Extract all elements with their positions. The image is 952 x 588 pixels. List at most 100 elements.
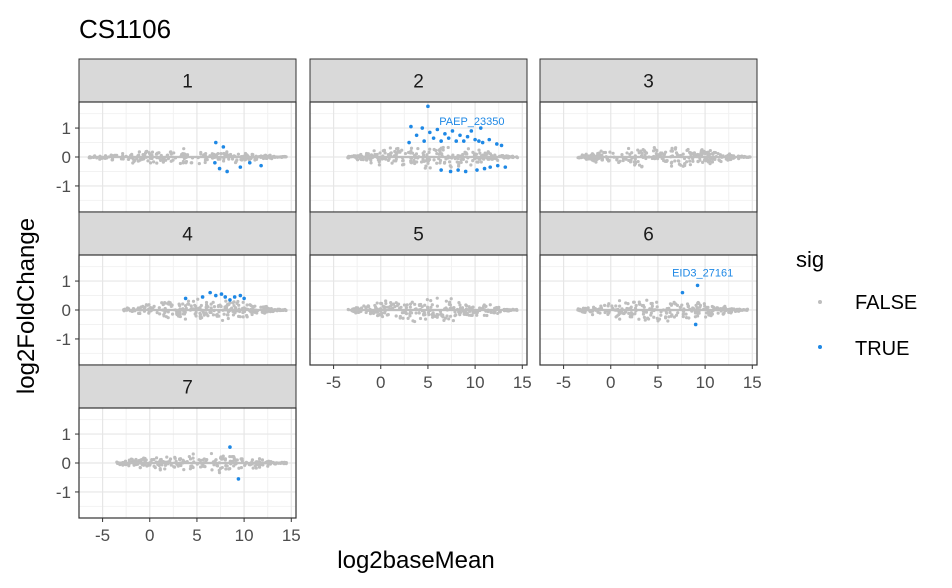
point-false <box>408 314 412 318</box>
point-true <box>475 168 479 172</box>
point-false <box>614 315 618 319</box>
point-false <box>707 312 711 316</box>
point-false <box>630 312 635 316</box>
point-false <box>172 465 176 469</box>
point-false <box>238 315 242 319</box>
x-tick-label: 0 <box>145 526 154 545</box>
point-false <box>181 159 185 164</box>
point-false <box>429 305 433 309</box>
point-false <box>222 312 226 316</box>
point-false <box>596 310 600 314</box>
point-false <box>681 164 685 168</box>
point-false <box>603 310 607 315</box>
point-false <box>644 151 649 155</box>
point-false <box>441 148 445 152</box>
y-tick-label: 1 <box>62 425 71 444</box>
legend-label-true: TRUE <box>855 338 909 360</box>
point-false <box>437 148 441 152</box>
point-false <box>458 310 463 315</box>
point-false <box>381 304 385 308</box>
point-true <box>443 132 447 136</box>
point-false <box>224 467 228 471</box>
point-false <box>378 312 382 316</box>
point-false <box>425 153 429 157</box>
point-density-band <box>577 155 751 159</box>
point-false <box>225 150 229 154</box>
point-false <box>409 149 413 153</box>
point-false <box>444 299 448 303</box>
point-true <box>232 295 237 299</box>
point-false <box>430 303 434 307</box>
facet-strip <box>78 211 297 256</box>
point-false <box>140 157 145 161</box>
point-true <box>259 163 263 168</box>
point-false <box>418 316 423 321</box>
point-false <box>668 310 672 315</box>
point-false <box>220 318 225 323</box>
point-false <box>209 306 213 310</box>
point-false <box>137 458 141 463</box>
point-true <box>478 126 483 130</box>
point-false <box>178 457 183 461</box>
point-false <box>189 161 193 165</box>
point-false <box>182 468 186 472</box>
point-false <box>389 300 393 305</box>
point-false <box>383 305 388 309</box>
point-false <box>406 316 410 320</box>
point-true <box>458 133 462 138</box>
point-false <box>630 151 634 155</box>
point-false <box>464 303 468 307</box>
point-false <box>138 311 142 316</box>
facet-panel-3: 3 <box>539 58 758 213</box>
point-false <box>662 158 666 163</box>
point-false <box>204 303 209 307</box>
point-false <box>168 459 172 463</box>
point-false <box>711 152 715 156</box>
point-false <box>637 302 642 306</box>
point-false <box>393 149 397 154</box>
point-false <box>197 458 201 462</box>
point-false <box>628 160 633 164</box>
point-false <box>706 150 710 154</box>
point-false <box>607 302 611 306</box>
point-false <box>170 303 174 307</box>
point-false <box>227 157 231 161</box>
point-false <box>624 301 628 305</box>
point-false <box>486 150 490 154</box>
point-false <box>364 310 368 315</box>
point-false <box>224 464 228 468</box>
point-false <box>356 158 360 162</box>
point-false <box>417 311 421 315</box>
facet-panel-5: 5 -5 0 5 10 15 <box>309 211 532 392</box>
point-false <box>615 158 619 162</box>
point-false <box>359 152 363 157</box>
point-false <box>441 315 445 319</box>
point-true <box>238 293 243 298</box>
point-false <box>422 313 426 317</box>
point-false <box>465 311 469 315</box>
x-tick-label: 15 <box>743 373 762 392</box>
point-false <box>189 304 193 308</box>
point-false <box>482 313 486 317</box>
point-false <box>260 458 265 462</box>
point-label: EID3_27161 <box>672 267 733 279</box>
point-false <box>614 304 618 308</box>
point-false <box>191 452 195 456</box>
point-false <box>454 313 458 317</box>
x-tick-label: 5 <box>423 373 432 392</box>
point-false <box>150 150 155 154</box>
point-false <box>404 310 408 315</box>
point-false <box>435 151 439 156</box>
point-false <box>428 166 432 170</box>
point-false <box>196 297 200 301</box>
point-false <box>200 316 204 320</box>
point-false <box>136 306 140 310</box>
point-true <box>422 139 426 143</box>
point-false <box>681 312 685 316</box>
point-false <box>626 146 631 151</box>
point-false <box>165 455 169 459</box>
point-false <box>219 151 223 156</box>
point-false <box>716 311 720 315</box>
point-false <box>424 164 428 168</box>
point-false <box>162 314 166 318</box>
